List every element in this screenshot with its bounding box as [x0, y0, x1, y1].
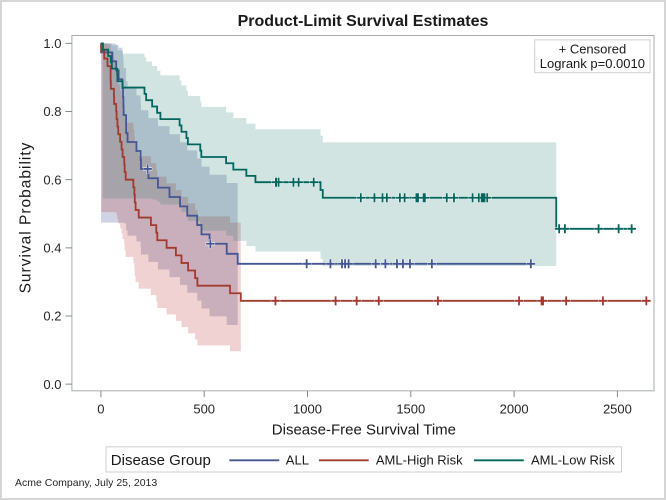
svg-text:1500: 1500: [396, 401, 425, 416]
svg-text:+ Censored: + Censored: [559, 42, 627, 57]
svg-text:0.8: 0.8: [43, 104, 61, 119]
svg-text:0: 0: [97, 401, 104, 416]
svg-text:Survival Probability: Survival Probability: [18, 142, 35, 294]
svg-text:AML-Low Risk: AML-Low Risk: [531, 452, 615, 467]
svg-text:1.0: 1.0: [43, 36, 61, 51]
svg-text:2500: 2500: [603, 401, 632, 416]
svg-text:0.2: 0.2: [43, 309, 61, 324]
svg-text:0.4: 0.4: [43, 241, 61, 256]
svg-text:AML-High Risk: AML-High Risk: [376, 452, 463, 467]
svg-text:ALL: ALL: [286, 452, 309, 467]
svg-text:0.0: 0.0: [43, 377, 61, 392]
svg-text:500: 500: [193, 401, 215, 416]
svg-text:Product-Limit Survival Estimat: Product-Limit Survival Estimates: [238, 13, 489, 30]
svg-text:Logrank p=0.0010: Logrank p=0.0010: [540, 56, 645, 71]
svg-text:Acme Company, July 25, 2013: Acme Company, July 25, 2013: [15, 477, 157, 489]
svg-text:2000: 2000: [500, 401, 529, 416]
svg-text:0.6: 0.6: [43, 172, 61, 187]
svg-text:Disease-Free Survival Time: Disease-Free Survival Time: [272, 422, 456, 439]
svg-text:1000: 1000: [293, 401, 322, 416]
svg-text:Disease Group: Disease Group: [111, 452, 211, 469]
